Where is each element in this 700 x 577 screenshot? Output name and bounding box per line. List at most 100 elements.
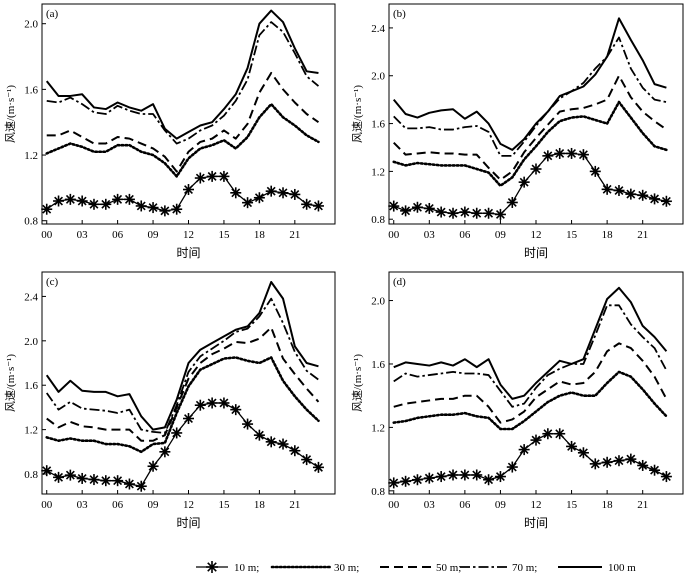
data-point-marker	[88, 474, 100, 486]
asterisk-stroke	[314, 201, 323, 211]
data-point-marker	[649, 464, 661, 476]
data-point-marker	[388, 477, 400, 489]
legend-label: 30 m;	[334, 562, 359, 574]
x-tick-label: 15	[566, 229, 578, 241]
asterisk-stroke	[484, 208, 494, 218]
y-tick-label: 0.8	[371, 486, 385, 498]
panel-label: (b)	[393, 8, 406, 20]
data-point-marker	[76, 472, 88, 484]
data-point-marker	[589, 165, 601, 177]
asterisk-stroke	[602, 457, 612, 467]
asterisk-stroke	[101, 476, 111, 486]
data-point-marker	[423, 202, 435, 214]
data-point-marker	[206, 397, 218, 409]
x-axis-title: 时间	[176, 246, 200, 260]
y-tick-label: 1.6	[24, 380, 38, 392]
x-tick-label: 03	[77, 499, 89, 511]
asterisk-stroke	[219, 398, 229, 408]
data-point-marker	[483, 474, 495, 486]
y-tick-label: 1.2	[371, 166, 385, 178]
x-tick-label: 21	[289, 229, 300, 241]
asterisk-stroke	[89, 199, 99, 209]
y-tick-label: 2.4	[24, 291, 38, 303]
asterisk-stroke	[278, 439, 288, 449]
legend-label: 10 m;	[234, 562, 259, 574]
asterisk-stroke	[101, 199, 111, 209]
legend-marker	[206, 561, 218, 573]
y-tick-label: 2.0	[371, 296, 385, 308]
x-tick-label: 09	[148, 229, 160, 241]
data-point-marker	[41, 465, 53, 477]
asterisk-stroke	[65, 470, 75, 480]
x-tick-label: 09	[148, 499, 160, 511]
data-point-marker	[312, 200, 324, 212]
data-point-marker	[301, 454, 313, 466]
x-tick-label: 03	[424, 229, 436, 241]
y-tick-label: 2.0	[24, 336, 38, 348]
data-point-marker	[123, 193, 135, 205]
x-axis-title: 时间	[524, 246, 548, 260]
asterisk-stroke	[113, 194, 123, 204]
asterisk-stroke	[661, 472, 671, 482]
data-point-marker	[625, 453, 637, 465]
asterisk-stroke	[661, 196, 671, 206]
data-point-marker	[206, 170, 218, 182]
asterisk-stroke	[626, 454, 636, 464]
x-tick-label: 15	[218, 229, 230, 241]
asterisk-stroke	[507, 198, 517, 207]
data-point-marker	[218, 170, 230, 182]
x-tick-label: 12	[531, 499, 542, 511]
asterisk-stroke	[195, 173, 205, 183]
data-point-marker	[135, 480, 147, 492]
y-tick-label: 1.6	[24, 84, 38, 96]
x-tick-label: 00	[388, 499, 400, 511]
series-line-70m	[46, 21, 320, 145]
data-point-marker	[64, 469, 76, 481]
y-tick-label: 1.2	[24, 150, 38, 162]
asterisk-stroke	[578, 448, 588, 458]
x-tick-label: 06	[112, 229, 124, 241]
data-point-marker	[112, 475, 124, 487]
data-point-marker	[554, 428, 566, 440]
asterisk-stroke	[484, 475, 494, 485]
data-point-marker	[265, 185, 277, 197]
data-point-marker	[613, 185, 625, 197]
asterisk-stroke	[460, 470, 470, 480]
asterisk-stroke	[614, 186, 624, 195]
chart-panel-a: (a) 00 03 06 09 12 15 18 21 0.8 1.2 1.6 2.0 时间 风速/(m·s…	[4, 3, 336, 260]
asterisk-stroke	[207, 562, 217, 572]
asterisk-stroke	[314, 462, 323, 472]
series-line-70m	[45, 297, 320, 434]
asterisk-stroke	[243, 419, 253, 429]
data-point-marker	[506, 461, 518, 473]
data-point-marker	[637, 459, 649, 471]
panel-label: (d)	[393, 276, 406, 288]
data-point-marker	[64, 193, 76, 205]
series-line-100m	[45, 9, 319, 140]
x-tick-label: 12	[531, 229, 542, 241]
y-tick-label: 0.8	[24, 216, 38, 228]
asterisk-stroke	[172, 428, 182, 438]
series-line-100m	[45, 280, 319, 431]
data-point-marker	[637, 189, 649, 201]
asterisk-stroke	[602, 184, 612, 194]
asterisk-stroke	[184, 414, 193, 423]
series-line-100m	[392, 17, 667, 151]
data-point-marker	[542, 428, 554, 440]
data-point-marker	[471, 469, 483, 481]
series-line-50m	[393, 74, 667, 181]
asterisk-stroke	[567, 149, 577, 158]
chart-panel-b: (b) 00 03 06 09 12 15 18 21 0.8 1.2 1.6 2.0 2.4 时间 风速/(…	[351, 3, 684, 260]
asterisk-stroke	[254, 430, 264, 440]
legend-label: 70 m;	[512, 562, 537, 574]
x-tick-label: 12	[183, 229, 194, 241]
asterisk-stroke	[401, 476, 411, 486]
plot-frame	[388, 3, 684, 225]
asterisk-stroke	[555, 429, 565, 439]
data-point-marker	[76, 195, 88, 207]
chart-panel-c: (c) 00 03 06 09 12 15 18 21 0.8 1.2 1.6 2.0 2.4 时间 风速/(…	[4, 271, 336, 530]
data-point-marker	[53, 195, 65, 207]
asterisk-stroke	[519, 177, 529, 187]
y-tick-label: 0.8	[371, 214, 385, 226]
